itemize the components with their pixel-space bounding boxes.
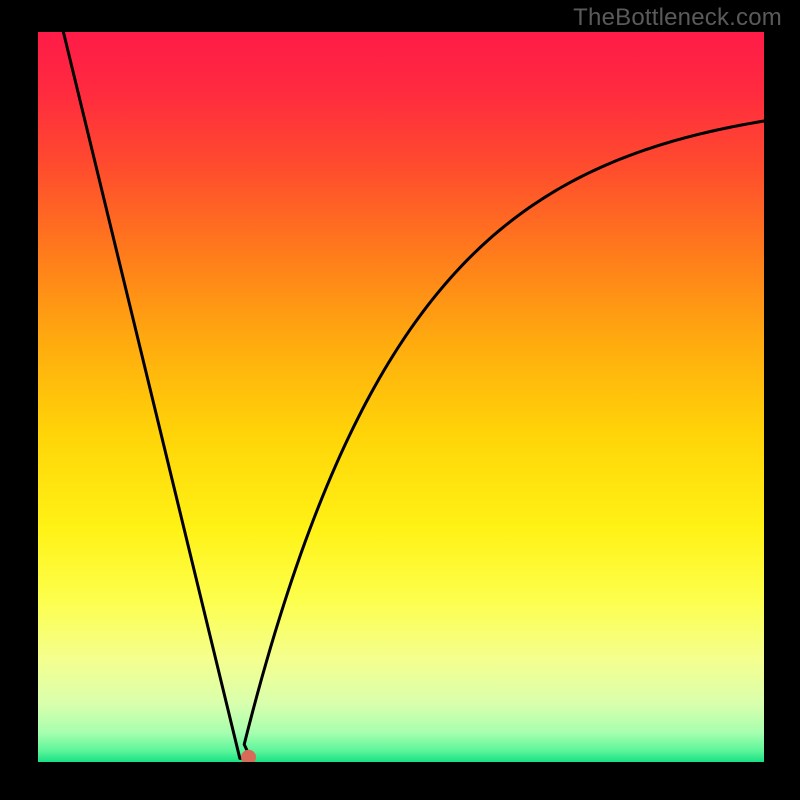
chart-frame-border: [0, 0, 38, 800]
chart-frame-border: [764, 0, 800, 800]
watermark-text: TheBottleneck.com: [573, 4, 782, 32]
chart-background: [38, 32, 764, 762]
chart-frame-border: [0, 762, 800, 800]
bottleneck-chart: [0, 0, 800, 800]
chart-stage: TheBottleneck.com: [0, 0, 800, 800]
